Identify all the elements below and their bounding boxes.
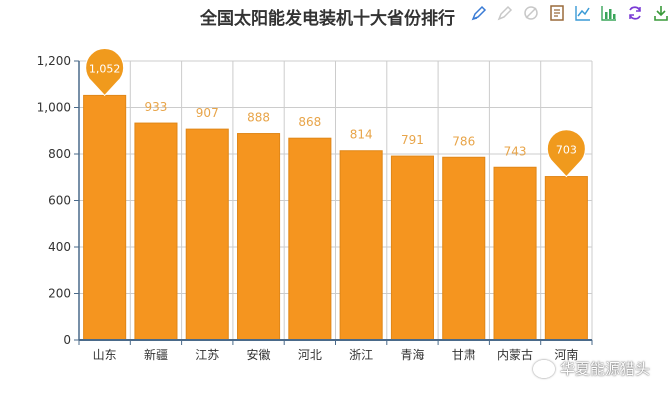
mark-pin-label: 1,052 (89, 62, 121, 75)
max-mark-pin[interactable] (85, 48, 125, 97)
bar[interactable] (493, 166, 537, 341)
x-tick-label: 新疆 (144, 347, 168, 362)
bar[interactable] (442, 156, 486, 341)
x-tick-label: 河南 (554, 347, 578, 362)
line-chart-icon[interactable] (572, 3, 593, 24)
y-tick-label: 400 (48, 240, 71, 254)
x-tick-label: 江苏 (195, 348, 219, 362)
bar[interactable] (288, 137, 332, 341)
watermark-text: 华夏能源猎头 (560, 360, 651, 378)
mark-pin-label: 703 (556, 144, 577, 157)
save-image-icon[interactable] (650, 3, 671, 24)
y-tick-label: 0 (63, 333, 71, 347)
mark-clear-icon[interactable] (520, 3, 541, 24)
bar[interactable] (544, 176, 588, 341)
mark-tool-icon[interactable] (468, 3, 489, 24)
min-mark-pin[interactable] (546, 129, 586, 178)
data-label: 907 (196, 106, 219, 120)
mark-undo-icon[interactable] (494, 3, 515, 24)
bar[interactable] (390, 155, 434, 341)
y-tick-label: 600 (48, 194, 71, 208)
data-label: 888 (247, 111, 270, 125)
watermark: 华夏能源猎头 (533, 358, 650, 379)
wechat-icon (533, 359, 555, 378)
bar[interactable] (83, 94, 127, 341)
data-label: 791 (401, 133, 424, 147)
bar-chart-icon[interactable] (598, 3, 619, 24)
restore-icon[interactable] (624, 3, 645, 24)
data-label: 814 (350, 128, 373, 142)
x-tick-label: 山东 (93, 348, 117, 362)
y-tick-label: 1,000 (37, 101, 71, 115)
data-view-icon[interactable] (546, 3, 567, 24)
data-label: 786 (452, 134, 475, 148)
bar[interactable] (237, 133, 281, 341)
y-tick-label: 800 (48, 147, 71, 161)
x-tick-label: 安徽 (247, 347, 271, 362)
y-tick-label: 200 (48, 287, 71, 301)
chart-toolbox (468, 2, 671, 24)
chart-title: 全国太阳能发电装机十大省份排行 (200, 9, 455, 29)
y-tick-label: 1,200 (37, 54, 71, 68)
x-tick-label: 河北 (298, 348, 322, 362)
x-tick-label: 内蒙古 (497, 347, 533, 362)
data-label: 933 (144, 100, 167, 114)
x-tick-label: 甘肃 (452, 348, 476, 362)
bar[interactable] (339, 150, 383, 341)
bar[interactable] (134, 122, 178, 341)
x-tick-label: 青海 (400, 347, 424, 362)
data-label: 868 (298, 115, 321, 129)
data-label: 743 (504, 144, 527, 158)
bar[interactable] (185, 128, 229, 341)
x-tick-label: 浙江 (349, 348, 373, 362)
